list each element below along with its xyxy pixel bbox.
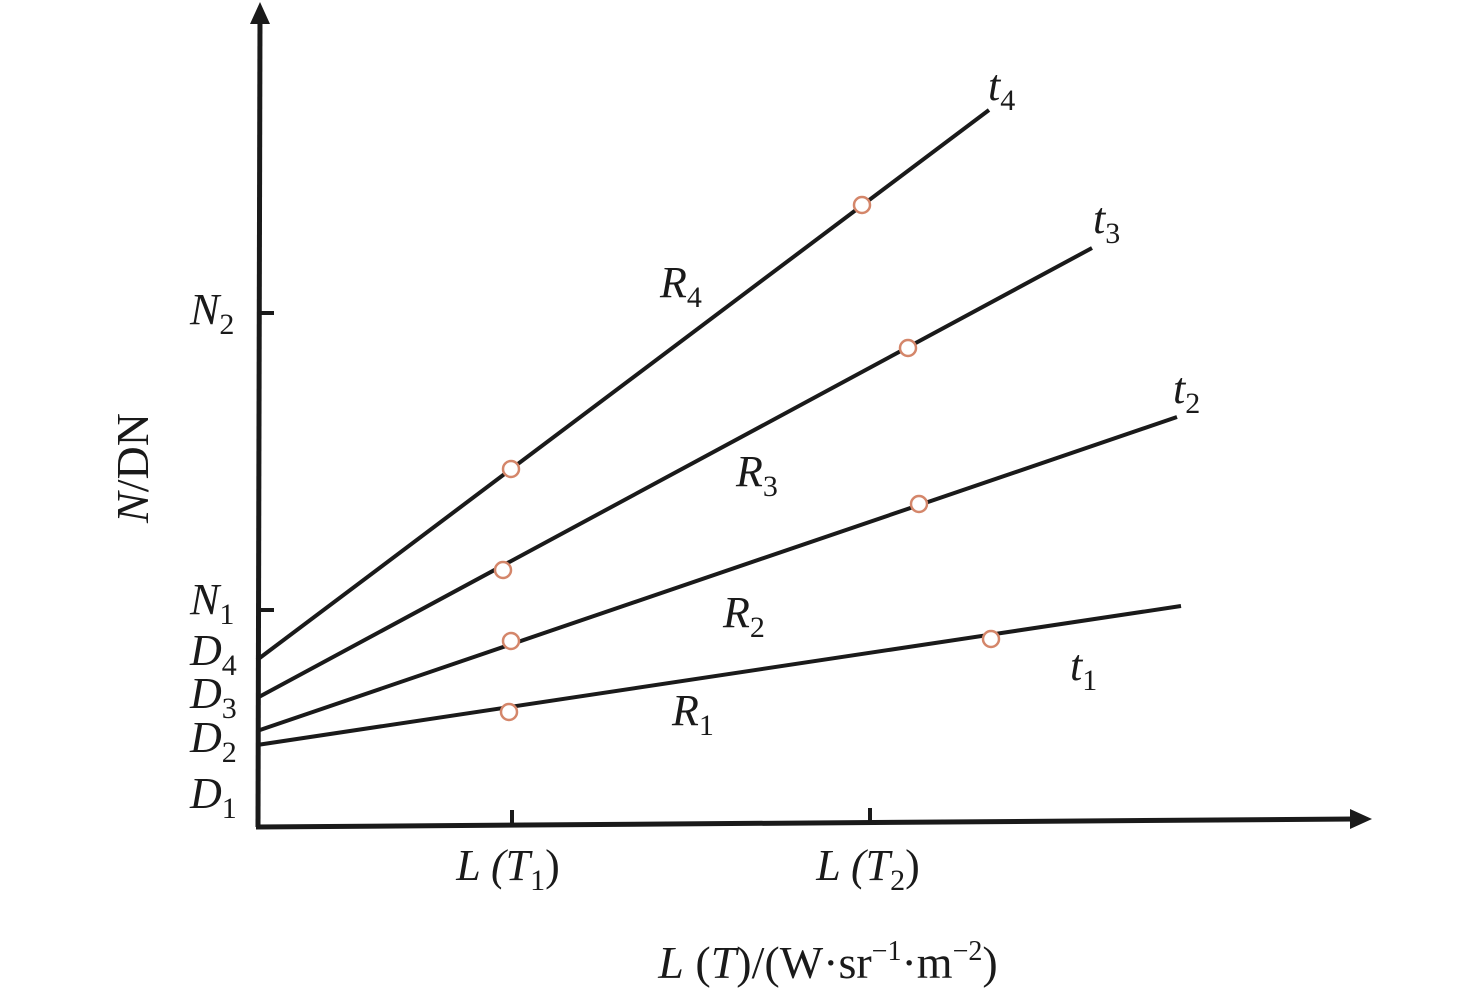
- intercept-label-d4: D4: [189, 626, 237, 682]
- y-axis-arrow: [250, 2, 270, 24]
- x-axis-arrow: [1350, 809, 1372, 829]
- marker-r3-t1: [493, 560, 513, 580]
- time-label-t2: t2: [1173, 364, 1200, 420]
- response-label-r2: R2: [722, 588, 765, 644]
- marker-r1-t2: [981, 629, 1001, 649]
- x-tick-label-t1: L (T1): [455, 841, 559, 897]
- y-tick-label-n2: N2: [189, 285, 234, 341]
- response-label-r1: R1: [671, 686, 714, 742]
- time-label-t3: t3: [1093, 194, 1120, 250]
- response-label-r3: R3: [735, 447, 778, 503]
- x-axis-title: L (T)/(W·sr−1·m−2): [657, 936, 997, 988]
- marker-r1-t1: [499, 702, 519, 722]
- line-r2: [256, 415, 1178, 733]
- response-label-r4: R4: [659, 258, 702, 314]
- line-r3: [256, 246, 1093, 700]
- intercept-label-d1: D1: [189, 769, 237, 825]
- marker-r3-t2: [898, 338, 918, 358]
- marker-r4-t1: [501, 459, 521, 479]
- y-axis-title: N/DN: [107, 413, 158, 524]
- time-label-t1: t1: [1070, 641, 1097, 697]
- line-r4: [255, 108, 991, 662]
- x-tick-label-t2: L (T2): [815, 841, 919, 897]
- y-axis: [255, 14, 263, 828]
- intercept-label-d3: D3: [189, 669, 237, 725]
- marker-r2-t1: [501, 631, 521, 651]
- x-axis: [255, 816, 1356, 830]
- time-label-t4: t4: [988, 61, 1015, 117]
- line-r1: [256, 604, 1182, 747]
- y-tick-label-n1: N1: [189, 575, 234, 631]
- intercept-label-d2: D2: [189, 713, 237, 769]
- marker-r2-t2: [909, 494, 929, 514]
- marker-r4-t2: [852, 195, 872, 215]
